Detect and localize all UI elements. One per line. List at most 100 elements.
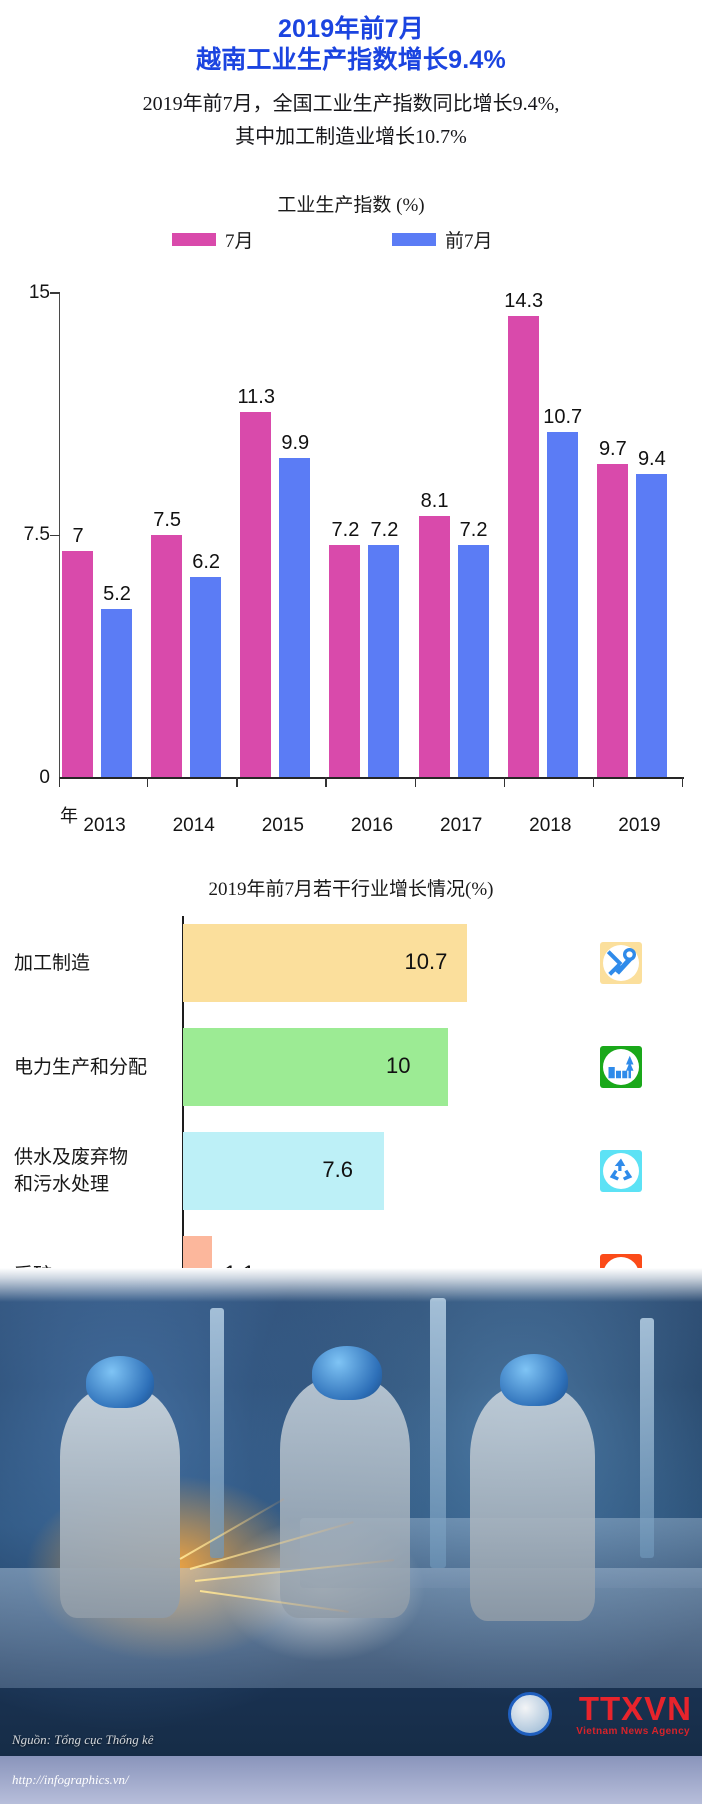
y-tick-label-15: 15 — [28, 282, 50, 303]
x-axis-tick — [414, 777, 416, 787]
industry-bar[interactable] — [183, 1028, 448, 1106]
recycle-icon — [600, 1150, 642, 1192]
logo-text: TTXVN — [578, 1690, 692, 1727]
vertical-chart-title: 工业生产指数 (%) — [277, 195, 425, 216]
vertical-bar-chart: 15 7.5 0 7 5.2 7.5 6.2 11.3 9.9 7.2 7.2 8.1 7.2 14… — [0, 280, 702, 800]
photo-worker-1 — [60, 1388, 180, 1618]
legend-swatch-pink — [172, 233, 216, 246]
bar-july[interactable] — [329, 544, 361, 777]
bar-value-label: 14.3 — [504, 289, 544, 312]
bar-value-label: 9.7 — [598, 438, 627, 461]
x-axis-year-label: 2013 — [83, 815, 126, 836]
page-title-line2: 越南工业生产指数增长9.4% — [196, 46, 506, 74]
bar-first-seven-months[interactable] — [101, 609, 132, 777]
x-axis-tick — [682, 777, 684, 787]
industry-row: 供水及废弃物 和污水处理 7.6 — [0, 1118, 702, 1222]
factory-photo: Nguồn: Tổng cục Thống kê http://infograp… — [0, 1268, 702, 1804]
y-tick-15 — [50, 292, 60, 294]
bar-group: 7.5 6.2 — [149, 293, 238, 777]
bar-value-label: 10.7 — [543, 405, 583, 428]
horizontal-chart-title: 2019年前7月若干行业增长情况(%) — [208, 879, 494, 900]
page-title: 2019年前7月 越南工业生产指数增长9.4% — [0, 14, 702, 76]
x-axis-year-label: 2016 — [350, 815, 394, 836]
bar-july[interactable] — [596, 464, 628, 777]
x-axis-tick — [147, 777, 149, 787]
bar-group: 11.3 9.9 — [238, 293, 327, 777]
photo-worker-3 — [470, 1386, 595, 1621]
bar-group: 14.3 10.7 — [504, 289, 595, 777]
page-subtitle: 2019年前7月，全国工业生产指数同比增长9.4%, 其中加工制造业增长10.7… — [0, 88, 702, 154]
photo-bottom-band — [0, 1756, 702, 1804]
industry-bar[interactable] — [183, 924, 467, 1002]
x-axis-line — [59, 777, 684, 779]
industry-value-label: 7.6 — [322, 1157, 353, 1182]
bar-july[interactable] — [151, 535, 183, 777]
horizontal-chart-axis-line — [182, 916, 184, 1328]
y-tick-label-7p5: 7.5 — [23, 524, 50, 545]
photo-top-fade — [0, 1268, 702, 1302]
industry-label: 供水及废弃物 和污水处理 — [14, 1147, 129, 1195]
photo-helmet-2 — [312, 1346, 382, 1400]
bar-value-label: 6.2 — [192, 550, 221, 573]
bar-group: 9.7 9.4 — [595, 293, 684, 777]
bar-july[interactable] — [62, 551, 93, 777]
y-tick-7p5 — [50, 534, 60, 536]
page-title-line1: 2019年前7月 — [277, 15, 425, 43]
legend-swatch-blue — [392, 233, 436, 246]
tools-icon — [600, 942, 642, 984]
source-credit: Nguồn: Tổng cục Thống kê — [12, 1732, 154, 1747]
footer-url[interactable]: http://infographics.vn/ — [12, 1772, 129, 1787]
bar-value-label: 7.2 — [459, 518, 488, 541]
page-subtitle-line1: 2019年前7月，全国工业生产指数同比增长9.4%, — [142, 93, 560, 115]
legend-item-july: 7月 — [172, 226, 254, 253]
bar-group: 7.2 7.2 — [327, 293, 416, 777]
bar-group: 8.1 7.2 — [417, 293, 506, 777]
bar-first-seven-months[interactable] — [190, 576, 222, 777]
bar-value-label: 5.2 — [103, 583, 131, 606]
x-axis-year-label: 2014 — [172, 815, 215, 836]
photo-pipe-2 — [430, 1298, 446, 1568]
bar-first-seven-months[interactable] — [635, 473, 667, 777]
bar-july[interactable] — [507, 315, 539, 777]
x-axis-year-label: 2019 — [618, 815, 661, 836]
bar-value-label: 7.2 — [331, 518, 360, 541]
x-axis-year-label: 2015 — [261, 815, 304, 836]
bar-july[interactable] — [240, 412, 272, 777]
bar-group: 7 5.2 — [60, 293, 149, 777]
ttxvn-logo: TTXVN Vietnam News Agency — [506, 1690, 692, 1746]
bar-value-label: 7 — [72, 525, 84, 548]
power-plant-icon — [600, 1046, 642, 1088]
photo-helmet-1 — [86, 1356, 154, 1408]
bar-first-seven-months[interactable] — [457, 544, 489, 777]
globe-icon — [508, 1692, 552, 1736]
bar-value-label: 11.3 — [237, 386, 275, 409]
industry-value-label: 10.7 — [404, 949, 448, 974]
bar-first-seven-months[interactable] — [368, 544, 400, 777]
x-axis-tick — [503, 777, 505, 787]
bar-first-seven-months[interactable] — [546, 431, 578, 777]
industry-bar[interactable] — [183, 1132, 385, 1210]
x-axis-tick — [236, 777, 238, 787]
bar-first-seven-months[interactable] — [279, 457, 311, 777]
bar-value-label: 9.4 — [637, 447, 666, 470]
industry-row: 电力生产和分配 10 — [0, 1014, 702, 1118]
legend-item-first-seven-months: 前7月 — [392, 226, 493, 253]
bar-value-label: 8.1 — [420, 489, 449, 512]
bar-july[interactable] — [418, 515, 450, 777]
industry-row: 加工制造 10.7 — [0, 910, 702, 1014]
vertical-chart-legend: 7月 前7月 — [0, 226, 702, 252]
x-axis-tick — [325, 777, 327, 787]
industry-value-label: 10 — [386, 1053, 411, 1078]
logo-subtext: Vietnam News Agency — [576, 1726, 690, 1737]
bar-value-label: 7.5 — [153, 509, 182, 531]
bar-value-label: 9.9 — [281, 431, 310, 454]
x-axis-tick — [592, 777, 595, 787]
x-axis-year-label: 2018 — [529, 815, 572, 836]
legend-label-july: 7月 — [225, 231, 254, 252]
x-axis-tick — [59, 777, 61, 787]
vertical-chart-plot-area: 7 5.2 7.5 6.2 11.3 9.9 7.2 7.2 8.1 7.2 14.3 10.7 9.7… — [60, 289, 684, 777]
page-subtitle-line2: 其中加工制造业增长10.7% — [235, 126, 467, 148]
industry-label: 电力生产和分配 — [14, 1056, 148, 1078]
